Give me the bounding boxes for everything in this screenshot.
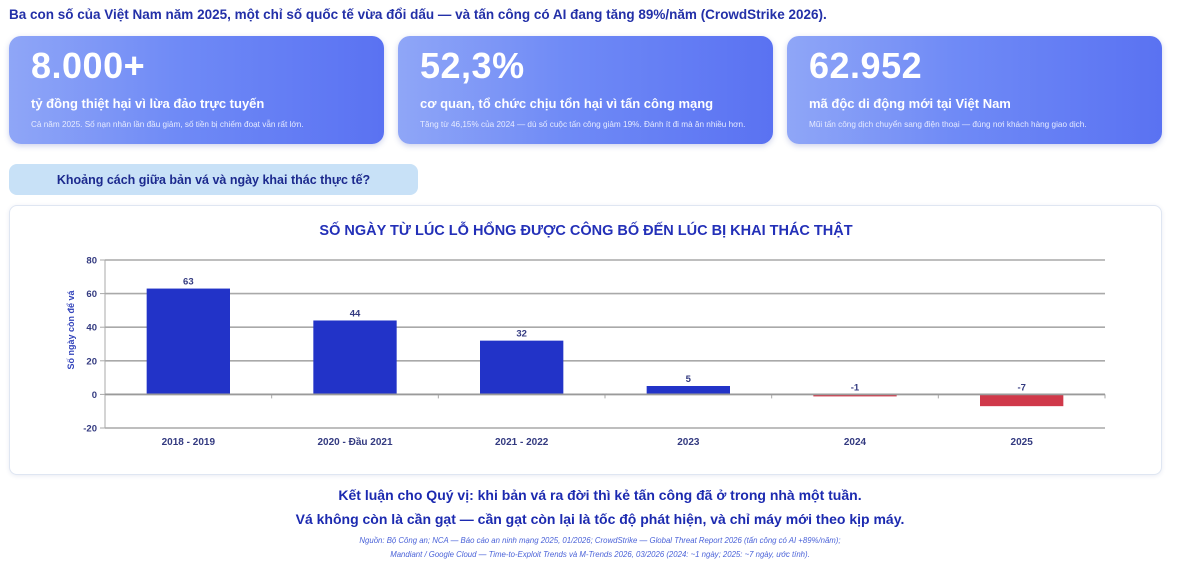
x-tick-label: 2024 <box>844 437 867 448</box>
chart-panel: SỐ NGÀY TỪ LÚC LỖ HỔNG ĐƯỢC CÔNG BỐ ĐẾN … <box>9 205 1162 475</box>
data-label: 32 <box>516 329 527 340</box>
x-tick-label: 2020 - Đầu 2021 <box>317 436 392 448</box>
y-axis-label: Số ngày còn để vá <box>66 289 76 369</box>
stat-value: 52,3% <box>420 45 525 86</box>
y-tick-label: 80 <box>86 256 97 267</box>
bar <box>480 340 564 395</box>
page-headline: Ba con số của Việt Nam năm 2025, một chỉ… <box>9 7 827 22</box>
stat-label: cơ quan, tổ chức chịu tổn hại vì tấn côn… <box>420 96 714 111</box>
bar-chart: SỐ NGÀY TỪ LÚC LỖ HỔNG ĐƯỢC CÔNG BỐ ĐẾN … <box>66 221 1106 448</box>
source-line-1: Nguồn: Bộ Công an; NCA — Báo cáo an ninh… <box>359 536 841 545</box>
stat-card-losses: 8.000+ tỷ đồng thiệt hại vì lừa đảo trực… <box>9 36 384 144</box>
y-tick-label: 40 <box>86 323 97 334</box>
data-label: 44 <box>350 308 361 319</box>
y-tick-label: 0 <box>92 390 97 401</box>
bar <box>813 394 897 397</box>
question-pill: Khoảng cách giữa bản vá và ngày khai thá… <box>9 164 418 195</box>
bar <box>646 386 730 395</box>
stat-value: 62.952 <box>809 45 923 86</box>
y-tick-label: 20 <box>86 356 97 367</box>
data-label: -7 <box>1017 382 1025 393</box>
data-label: 5 <box>686 374 692 385</box>
stat-note: Cả năm 2025. Số nạn nhân lần đầu giảm, s… <box>31 120 304 129</box>
bar <box>146 288 230 395</box>
chart-title: SỐ NGÀY TỪ LÚC LỖ HỔNG ĐƯỢC CÔNG BỐ ĐẾN … <box>319 221 852 239</box>
conclusion-line-1: Kết luận cho Quý vị: khi bản vá ra đời t… <box>338 487 862 503</box>
stat-label: mã độc di động mới tại Việt Nam <box>809 96 1011 111</box>
x-tick-label: 2021 - 2022 <box>495 437 549 448</box>
bar <box>980 394 1064 407</box>
y-tick-label: -20 <box>83 424 97 435</box>
y-tick-label: 60 <box>86 289 97 300</box>
conclusion-line-2: Vá không còn là cần gạt — cần gạt còn lạ… <box>295 511 905 527</box>
source-line-2: Mandiant / Google Cloud — Time-to-Exploi… <box>390 550 810 559</box>
stat-note: Tăng từ 46,15% của 2024 — dù số cuộc tấn… <box>420 120 746 129</box>
stat-card-malware: 62.952 mã độc di động mới tại Việt Nam M… <box>787 36 1162 144</box>
stat-label: tỷ đồng thiệt hại vì lừa đảo trực tuyến <box>31 96 265 111</box>
x-tick-label: 2023 <box>677 437 700 448</box>
x-tick-label: 2025 <box>1011 437 1034 448</box>
stat-note: Mũi tấn công dịch chuyển sang điện thoại… <box>809 120 1087 129</box>
data-label: -1 <box>851 382 860 393</box>
data-label: 63 <box>183 277 194 288</box>
bar <box>313 320 397 395</box>
stat-card-organizations: 52,3% cơ quan, tổ chức chịu tổn hại vì t… <box>398 36 773 144</box>
stat-value: 8.000+ <box>31 45 146 86</box>
x-tick-label: 2018 - 2019 <box>162 437 216 448</box>
